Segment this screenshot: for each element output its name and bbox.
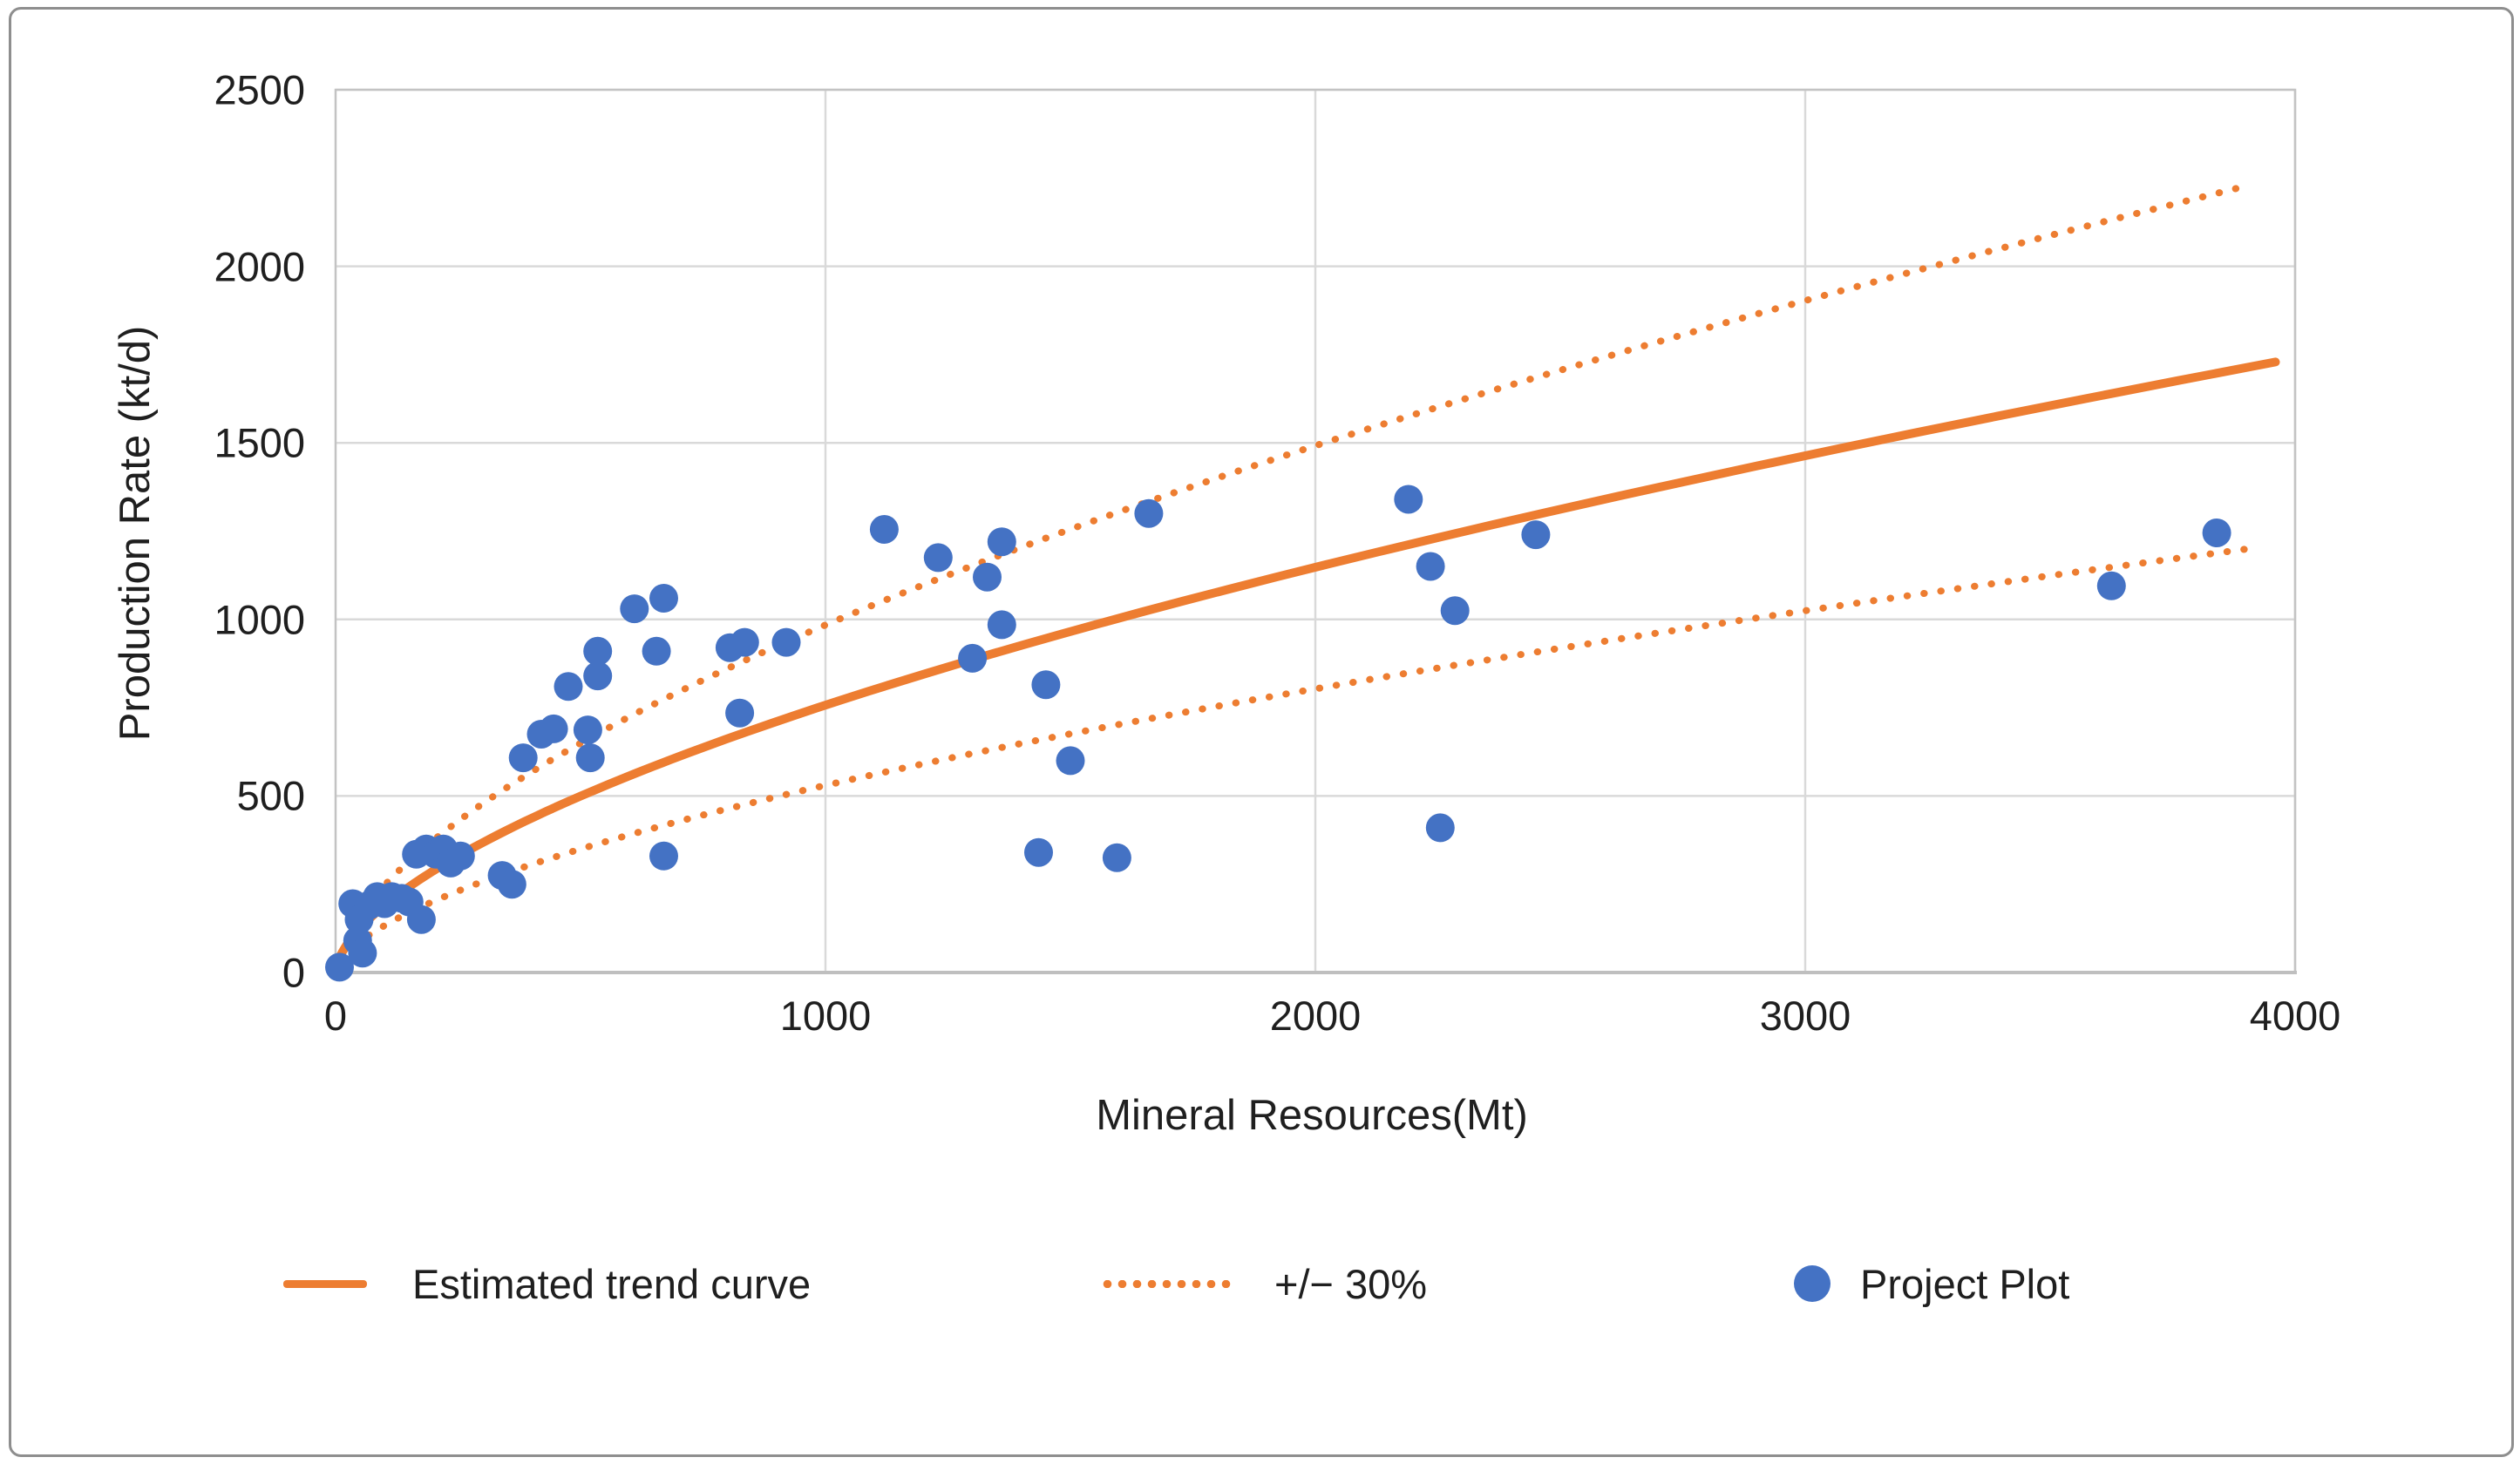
scatter-point [508,743,538,773]
scatter-point [583,661,613,691]
scatter-point [973,562,1002,592]
scatter-point [573,715,602,745]
scatter-point [1056,746,1085,776]
dotted-line-swatch-icon [1100,1279,1236,1288]
scatter-point [554,672,583,702]
y-axis-title: Production Rate (kt/d) [112,325,159,742]
figure-frame [9,7,2514,1457]
upper-band-curve [351,182,2250,926]
scatter-point [771,627,801,657]
scatter-point [1416,552,1445,581]
legend-label-trend: Estimated trend curve [412,1260,812,1307]
scatter-point [987,527,1016,557]
scatter-point [1134,498,1164,528]
x-tick-label: 1000 [779,993,872,1039]
y-tick-label: 2500 [214,66,305,113]
scatter-point [923,543,953,573]
trend-line-swatch-icon [283,1279,367,1288]
y-tick-label: 1000 [214,596,305,643]
scatter-point [497,870,526,899]
x-axis-title: Mineral Resources(Mt) [1096,1092,1528,1139]
scatter-point [730,627,759,657]
scatter-point [649,841,678,871]
scatter-point [1031,670,1061,700]
y-tick-label: 2000 [214,243,305,290]
scatter-point [958,643,988,673]
scatter-point [325,952,354,982]
x-tick-label: 2000 [1269,993,1362,1039]
scatter-point [649,584,678,613]
y-tick-label: 0 [282,949,305,996]
x-tick-label: 0 [323,993,348,1039]
scatter-point [406,905,436,934]
legend-item-project-plot: Project Plot [1794,1253,2069,1314]
scatter-point [2096,571,2126,600]
legend-label-band: +/− 30% [1274,1260,1428,1307]
scatter-point [1440,596,1470,626]
scatter-point [575,743,605,773]
scatter-point [1425,813,1455,843]
scatter-point [1102,843,1131,872]
scatter-dot-swatch-icon [1794,1265,1831,1302]
scatter-point [642,636,671,666]
scatter-point [539,714,568,743]
scatter-point [725,698,755,728]
scatter-point [2202,518,2231,547]
scatter-point [1521,520,1551,550]
scatter-point [1394,485,1423,514]
scatter-point [869,515,899,544]
legend-label-project-plot: Project Plot [1860,1260,2070,1307]
scatter-point [987,610,1016,640]
x-tick-label: 3000 [1759,993,1851,1039]
scatter-point [348,939,377,968]
scatter-point [1024,837,1053,867]
y-tick-label: 1500 [214,419,305,466]
scatter-point [620,594,649,624]
y-tick-label: 500 [236,772,305,819]
scatter-point [445,841,475,871]
x-tick-label: 4000 [2249,993,2341,1039]
trend-curve [335,357,2280,963]
legend-item-band: +/− 30% [1100,1253,1427,1314]
legend-item-trend-curve: Estimated trend curve [283,1253,811,1314]
scatter-point [583,636,613,666]
